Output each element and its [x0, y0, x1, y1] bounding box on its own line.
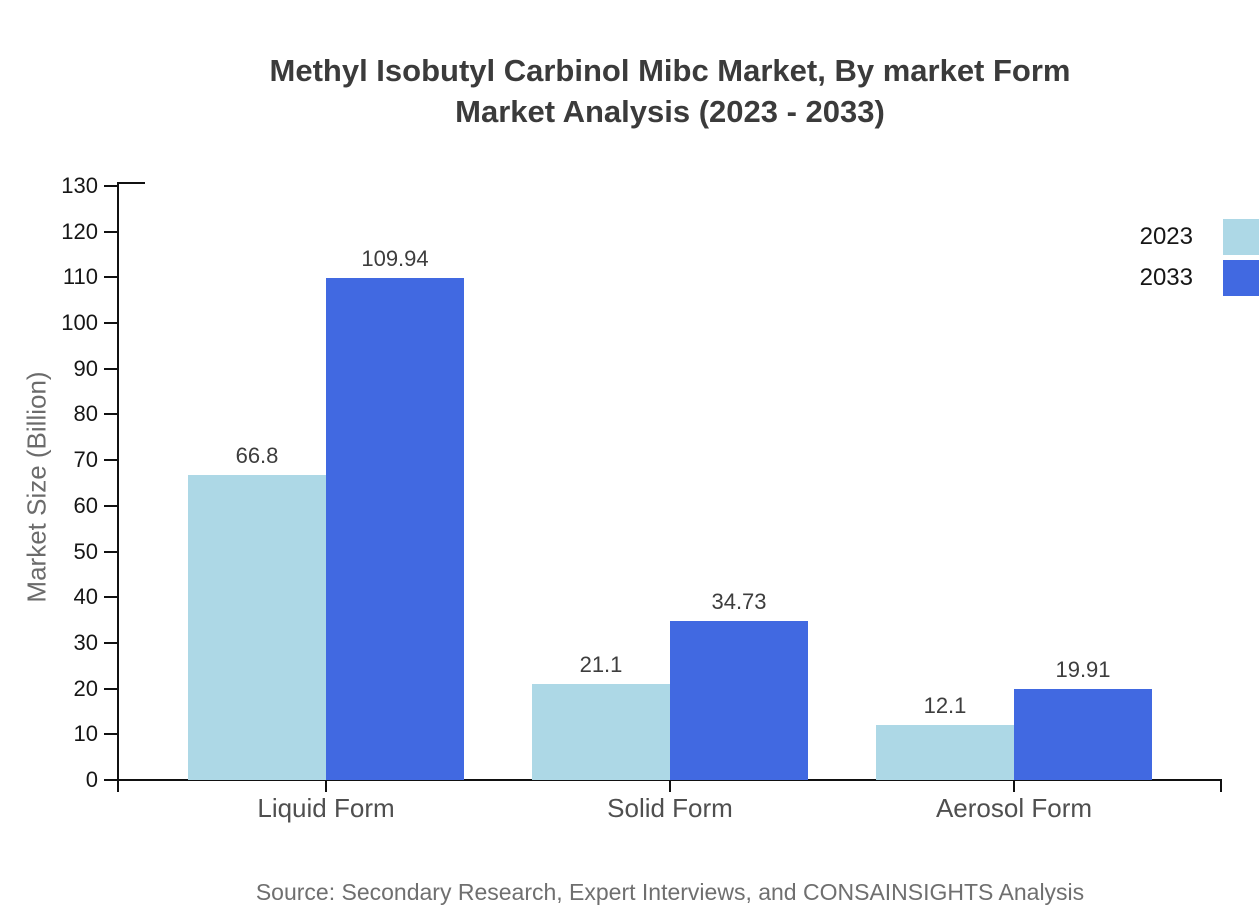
y-axis-top-cap [119, 182, 145, 184]
y-tick-label: 80 [73, 401, 98, 427]
y-tick-mark [104, 641, 118, 644]
y-tick-mark [104, 459, 118, 462]
bar-2033-aerosol-form [1014, 689, 1152, 780]
y-tick-mark [104, 230, 118, 233]
legend-swatch-2023 [1223, 219, 1259, 255]
chart-title-line2: Market Analysis (2023 - 2033) [455, 94, 885, 129]
x-tick-mark [1013, 780, 1015, 792]
x-tick-mark [325, 780, 327, 792]
y-tick-label: 90 [73, 355, 98, 381]
y-tick-mark [104, 733, 118, 736]
x-category-label: Aerosol Form [935, 793, 1093, 823]
y-tick-mark [104, 596, 118, 599]
y-tick-mark [104, 413, 118, 416]
legend-label-2023: 2023 [1139, 223, 1193, 250]
y-tick-mark [104, 322, 118, 325]
y-tick-label: 50 [73, 538, 98, 564]
legend-label-2033: 2033 [1139, 264, 1193, 291]
bar-2033-liquid-form [326, 277, 464, 780]
x-axis [104, 779, 1222, 781]
source-note: Source: Secondary Research, Expert Inter… [255, 879, 1085, 905]
value-label-2023-solid-form: 21.1 [579, 651, 623, 677]
y-tick-label: 20 [73, 675, 98, 701]
bar-2033-solid-form [670, 621, 808, 780]
legend-swatch-2033 [1223, 260, 1259, 296]
y-axis [117, 182, 119, 792]
y-tick-label: 100 [61, 310, 98, 336]
value-label-2023-liquid-form: 66.8 [235, 442, 279, 468]
y-tick-mark [104, 550, 118, 553]
chart-title-line1: Methyl Isobutyl Carbinol Mibc Market, By… [269, 53, 1071, 88]
y-tick-label: 120 [61, 218, 98, 244]
y-tick-mark [104, 779, 118, 781]
value-label-2033-aerosol-form: 19.91 [1055, 657, 1111, 683]
y-tick-mark [104, 687, 118, 690]
value-label-2033-liquid-form: 109.94 [361, 245, 429, 271]
legend-item-2023: 2023 [1140, 219, 1260, 255]
y-tick-label: 110 [62, 264, 98, 290]
legend-item-2033: 2033 [1140, 260, 1260, 296]
bar-2023-liquid-form [188, 474, 326, 780]
chart-title: Methyl Isobutyl Carbinol Mibc Market, By… [90, 50, 1250, 132]
y-tick-label: 130 [61, 173, 98, 198]
bar-2023-solid-form [532, 683, 670, 780]
bar-2023-aerosol-form [876, 724, 1014, 780]
y-tick-label: 0 [85, 767, 98, 792]
value-label-2023-aerosol-form: 12.1 [923, 692, 967, 718]
y-tick-mark [104, 276, 118, 279]
x-axis-end-tick [1220, 779, 1222, 792]
y-tick-label: 60 [73, 492, 98, 518]
y-tick-label: 70 [73, 447, 98, 473]
x-category-label: Liquid Form [257, 793, 395, 823]
x-tick-mark [669, 780, 671, 792]
y-tick-mark [104, 367, 118, 370]
x-category-label: Solid Form [607, 793, 733, 823]
y-tick-label: 30 [73, 629, 98, 655]
y-tick-label: 10 [73, 721, 98, 747]
y-tick-mark [104, 185, 118, 187]
y-tick-mark [104, 504, 118, 507]
value-label-2033-solid-form: 34.73 [711, 589, 767, 615]
y-tick-label: 40 [73, 584, 98, 610]
legend: 2023 2033 [1140, 219, 1260, 301]
